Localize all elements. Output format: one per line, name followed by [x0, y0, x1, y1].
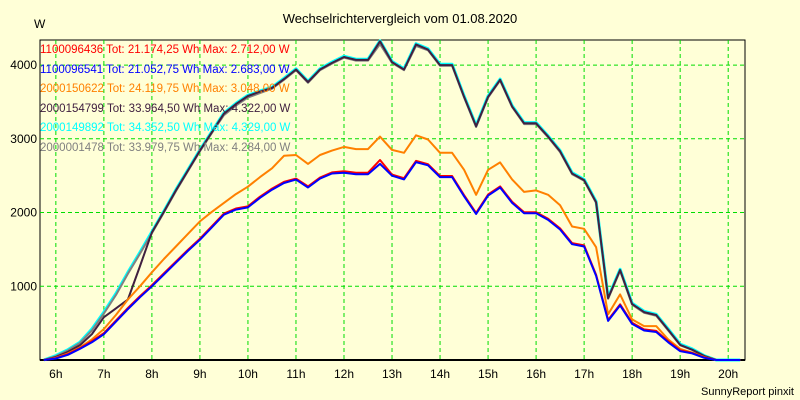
x-tick-label: 7h [97, 367, 110, 381]
y-tick-label: 2000 [10, 206, 37, 220]
legend-entry-2000001478: 2000001478 Tot: 33.979,75 Wh Max: 4.284,… [40, 141, 291, 154]
x-tick-label: 10h [238, 367, 258, 381]
x-tick-label: 14h [430, 367, 450, 381]
x-tick-label: 17h [574, 367, 594, 381]
y-axis-label: W [34, 17, 46, 31]
x-tick-label: 6h [49, 367, 62, 381]
x-tick-label: 15h [478, 367, 498, 381]
x-tick-label: 9h [193, 367, 206, 381]
x-tick-label: 11h [286, 367, 305, 381]
legend: 1100096436 Tot: 21.174,25 Wh Max: 2.712,… [40, 41, 290, 158]
x-tick-label: 12h [334, 367, 354, 381]
x-tick-label: 19h [670, 367, 690, 381]
chart-title: Wechselrichtervergleich vom 01.08.2020 [282, 11, 518, 26]
x-tick-label: 8h [145, 367, 158, 381]
y-tick-label: 4000 [10, 58, 37, 72]
legend-entry-1100096436: 1100096436 Tot: 21.174,25 Wh Max: 2.712,… [40, 44, 290, 56]
series-line-2000150622 [43, 134, 741, 361]
legend-entry-1100096541: 1100096541 Tot: 21.052,75 Wh Max: 2.683,… [40, 63, 290, 76]
credit-text: SunnyReport pinxit [701, 386, 794, 398]
legend-entry-2000150622: 2000150622 Tot: 24.119,75 Wh Max: 3.048,… [40, 83, 290, 95]
legend-entry-2000154799: 2000154799 Tot: 33.964,50 Wh Max: 4.322,… [40, 102, 291, 115]
x-tick-label: 18h [622, 367, 642, 381]
x-tick-label: 16h [526, 367, 546, 381]
series-line-1100096541 [43, 161, 741, 361]
series-line-2000154799 [43, 40, 741, 361]
legend-entry-2000149892: 2000149892 Tot: 34.352,50 Wh Max: 4.329,… [40, 122, 291, 134]
y-tick-label: 3000 [10, 132, 37, 146]
x-tick-label: 13h [382, 367, 402, 381]
y-tick-label: 1000 [10, 279, 37, 293]
x-tick-label: 20h [718, 367, 738, 381]
